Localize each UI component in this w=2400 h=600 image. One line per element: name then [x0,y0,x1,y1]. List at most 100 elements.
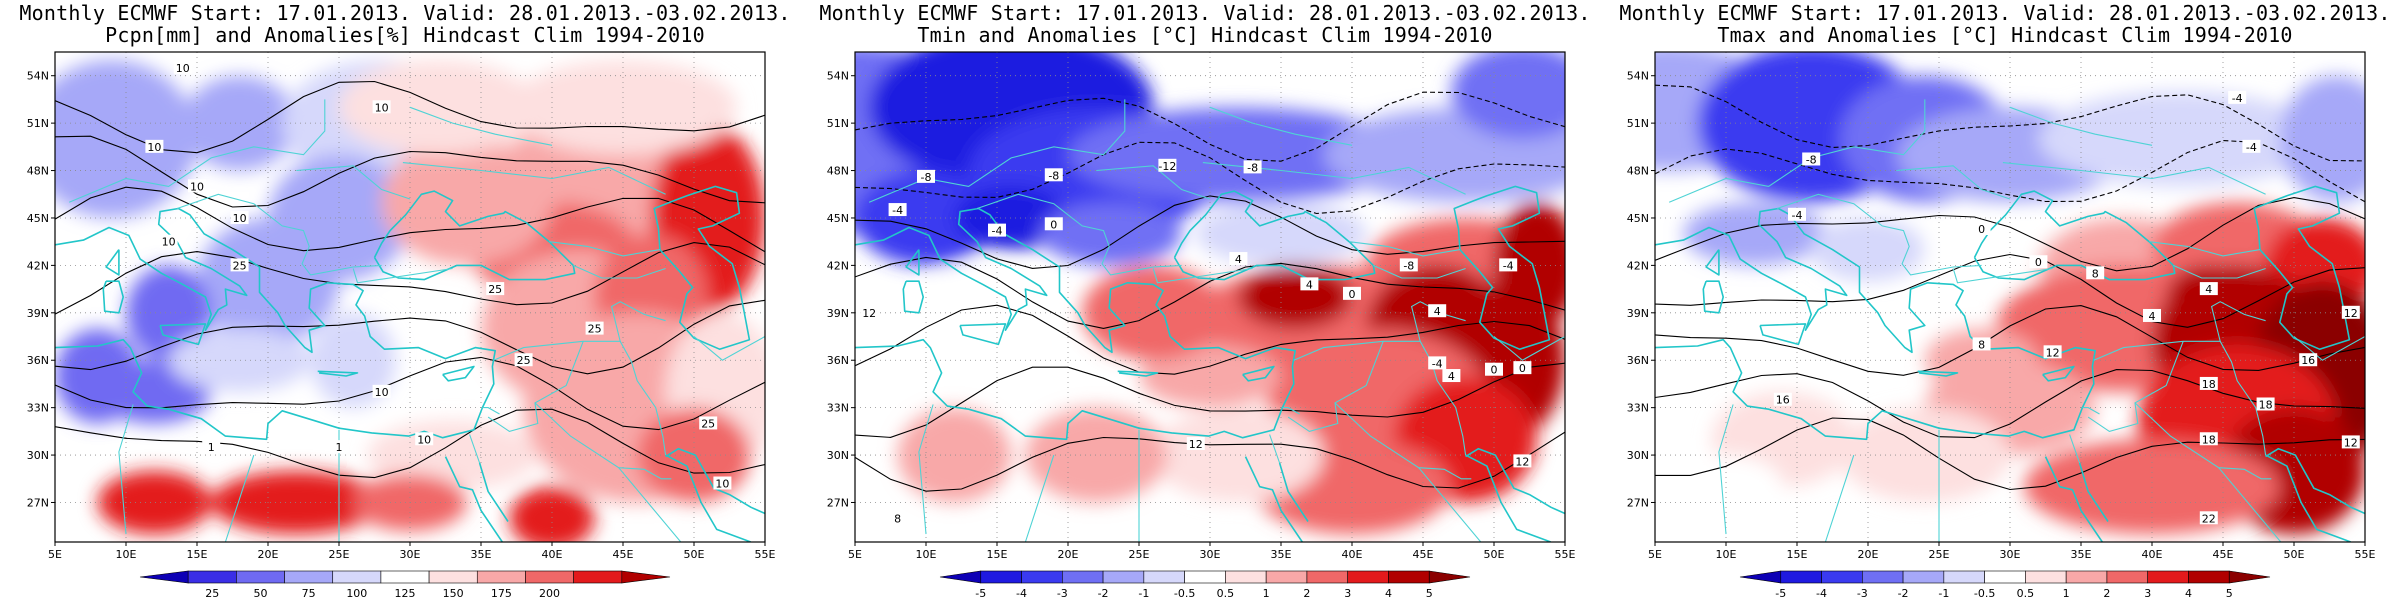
contour-label: 10 [713,476,732,491]
contour-line [55,135,765,208]
contour-line [1655,253,2365,328]
country-border [549,241,660,257]
country-border [2134,402,2272,480]
anomaly-region [954,186,1068,250]
contour-line [855,195,1565,269]
colorbar-swatch [1984,570,2026,584]
country-border [1282,407,1300,415]
latitude-label: 36N [1627,354,1649,367]
contour-label: 18 [2256,397,2275,411]
coastline [2253,185,2351,350]
contour-line [55,299,765,375]
colorbar-label: -2 [1898,587,1909,600]
colorbar-label: 175 [491,587,512,600]
anomaly-region [1238,265,1352,329]
contour-label: -8 [1243,160,1262,174]
svg-text:8: 8 [2092,267,2099,280]
contour-label: 12 [1186,437,1205,451]
country-border [1493,336,1565,361]
contour-label: 4 [1442,369,1461,383]
country-border [1896,165,2011,200]
contour-line [55,80,765,154]
anomaly-region [97,470,212,535]
svg-text:10: 10 [190,180,204,193]
anomaly-region [2024,439,2280,535]
colorbar-label: 2 [1303,587,1310,600]
svg-text:1: 1 [336,441,343,454]
svg-text:-8: -8 [1048,169,1059,182]
contour-label: 4 [2199,282,2218,296]
svg-text:0: 0 [1978,223,1985,236]
latitude-label: 48N [1627,165,1649,178]
contour-label: 12 [2341,305,2360,320]
contour-label: 12 [2043,345,2062,359]
longitude-label: 30E [1200,548,1221,561]
colorbar-label: 4 [1385,587,1392,600]
contour-label: -4 [2228,90,2247,105]
svg-text:8: 8 [894,512,901,525]
contour-label: 4 [1428,304,1447,318]
country-border [2009,106,2153,146]
country-border [2149,241,2260,257]
contour-label: 10 [372,100,391,114]
latitude-label: 42N [827,259,849,272]
svg-text:12: 12 [1515,455,1529,468]
colorbar-label: 0.5 [1217,587,1235,600]
colorbar-label: -0.5 [1174,587,1195,600]
contour-label: 4 [1300,277,1319,291]
coastline [105,249,120,276]
contour-label: 25 [585,321,604,336]
contour-label: 0 [1044,217,1063,231]
contour-line [55,242,765,315]
country-border [68,99,326,203]
coastline [959,323,1007,346]
colorbar-swatch [1265,570,1308,584]
coastline [2042,365,2075,382]
coastline [1702,280,1724,314]
country-border [1373,264,1466,279]
longitude-label: 20E [1858,548,1879,561]
colorbar-swatch [187,570,237,584]
colorbar-swatch [2228,570,2271,584]
colorbar-swatch [476,570,526,584]
country-border [1418,467,1482,542]
longitude-label: 5E [848,548,862,561]
contour-label: 16 [1773,392,1792,407]
latitude-label: 39N [27,307,49,320]
contour-label: 16 [2299,353,2318,367]
svg-text:-4: -4 [2246,141,2257,154]
contour-line [855,304,1565,375]
contour-label: 8 [1972,337,1991,351]
colorbar-label: 50 [253,587,267,600]
svg-text:22: 22 [2202,512,2216,525]
latitude-label: 36N [27,354,49,367]
coastline [1759,323,1807,346]
colorbar-label: 5 [2226,587,2233,600]
colorbar-swatch [428,570,478,584]
colorbar-swatch [1306,570,1348,584]
colorbar-label: 2 [2103,587,2110,600]
latitude-label: 42N [27,259,49,272]
longitude-label: 10E [1716,548,1737,561]
country-border [296,165,411,200]
country-border [619,341,667,456]
contour-line [855,141,1565,215]
latitude-label: 42N [1627,259,1649,272]
colorbar-label: 4 [2185,587,2192,600]
precip-map: 10 10 10 10 10 10 25 25 25 25 10 1 1 10 25 10 54N 51N 48N 4… [27,51,776,600]
coastline [1242,365,1275,382]
contour-line [1655,84,2365,162]
colorbar-swatch [1184,570,1226,584]
svg-text:25: 25 [701,417,715,430]
country-border [534,402,672,480]
coastline [1705,249,1720,276]
colorbar [1739,570,2271,584]
country-border [2093,301,2266,361]
country-border [1668,99,1926,203]
country-border [1269,434,1281,464]
colorbar-swatch [1943,570,1985,584]
svg-text:-8: -8 [1806,153,1817,166]
longitude-label: 5E [48,548,62,561]
svg-text:10: 10 [162,236,176,249]
svg-text:10: 10 [375,386,389,399]
